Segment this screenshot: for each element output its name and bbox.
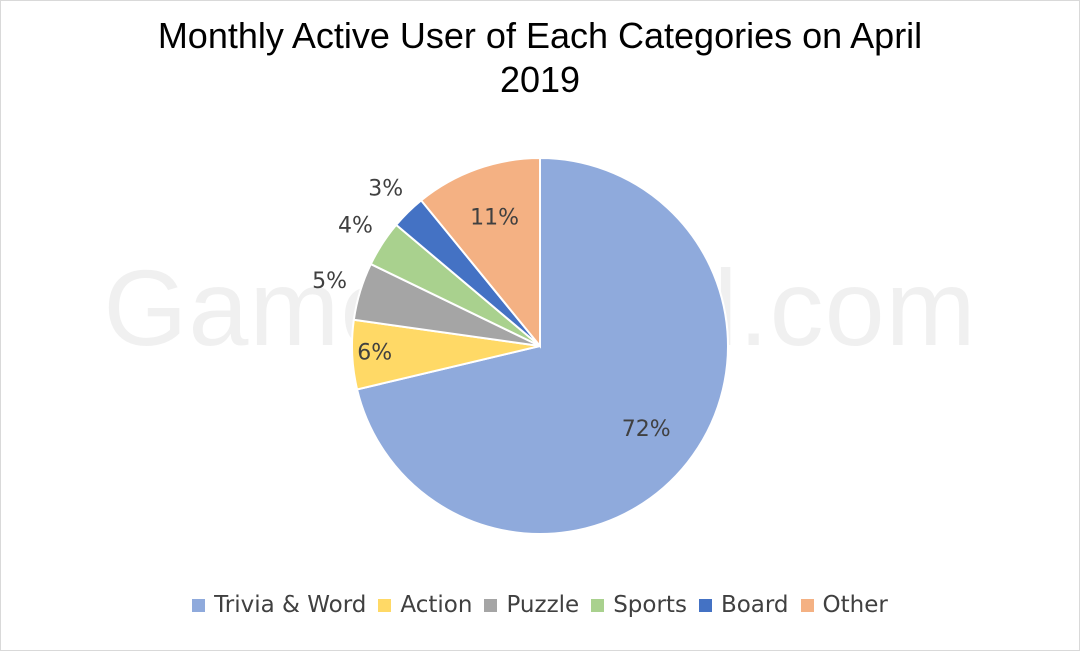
pie-slice-other [419, 156, 541, 349]
data-label-puzzle: 5% [312, 269, 347, 294]
data-label-other: 11% [470, 205, 519, 230]
legend-item-board: Board [698, 592, 789, 618]
data-label-board: 3% [368, 176, 403, 201]
legend: Trivia & Word Action Puzzle Sports Board Othe… [0, 592, 1080, 618]
legend-label-other: Other [822, 592, 888, 618]
legend-swatch-board [698, 598, 712, 612]
legend-swatch-action [378, 598, 392, 612]
legend-label-trivia-word: Trivia & Word [214, 592, 367, 618]
data-label-trivia-word: 72% [622, 417, 671, 442]
legend-label-sports: Sports [613, 592, 687, 618]
chart-title: Monthly Active User of Each Categories o… [0, 14, 1080, 102]
legend-swatch-sports [591, 598, 605, 612]
legend-swatch-puzzle [484, 598, 498, 612]
legend-item-sports: Sports [591, 592, 687, 618]
data-label-sports: 4% [338, 213, 373, 238]
chart-title-line-2: 2019 [499, 59, 581, 100]
legend-swatch-other [800, 598, 814, 612]
legend-item-action: Action [378, 592, 472, 618]
pie-slice-trivia-word [355, 156, 729, 535]
legend-label-puzzle: Puzzle [506, 592, 580, 618]
legend-swatch-trivia-word [192, 598, 206, 612]
legend-label-action: Action [400, 592, 473, 618]
data-label-action: 6% [357, 341, 392, 366]
legend-item-other: Other [800, 592, 888, 618]
legend-label-board: Board [720, 592, 789, 618]
chart-title-line-1: Monthly Active User of Each Categories o… [157, 15, 923, 56]
legend-item-trivia-word: Trivia & Word [192, 592, 366, 618]
legend-item-puzzle: Puzzle [484, 592, 579, 618]
